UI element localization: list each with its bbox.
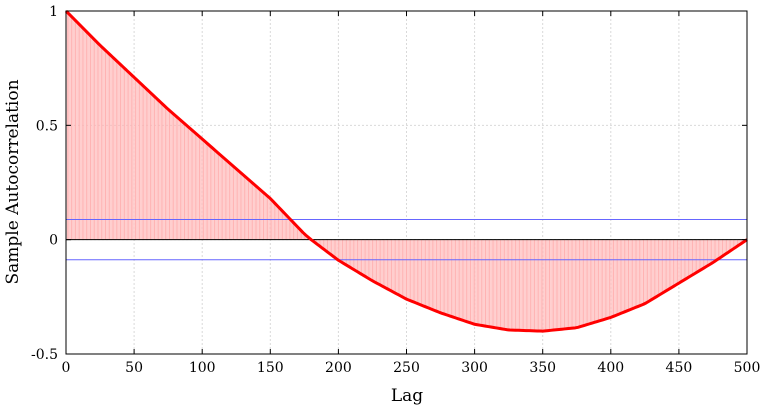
x-tick-label: 500 [734, 360, 761, 376]
y-tick-label: -0.5 [31, 347, 58, 363]
x-tick-label: 350 [529, 360, 556, 376]
x-tick-label: 300 [461, 360, 488, 376]
y-tick-label: 0.5 [36, 118, 58, 134]
y-axis-label: Sample Autocorrelation [3, 79, 23, 284]
y-tick-label: 0 [49, 233, 58, 249]
x-tick-label: 100 [189, 360, 216, 376]
y-tick-label: 1 [49, 4, 58, 20]
x-tick-label: 0 [62, 360, 71, 376]
x-tick-label: 250 [393, 360, 420, 376]
x-tick-label: 450 [666, 360, 693, 376]
x-tick-label: 200 [325, 360, 352, 376]
stem-layer [65, 11, 747, 332]
x-axis-label: Lag [391, 386, 423, 406]
x-tick-label: 50 [125, 360, 143, 376]
x-tick-label: 400 [597, 360, 624, 376]
acf-curve [64, 9, 748, 333]
x-tick-label: 150 [257, 360, 284, 376]
line-layer [64, 9, 748, 333]
